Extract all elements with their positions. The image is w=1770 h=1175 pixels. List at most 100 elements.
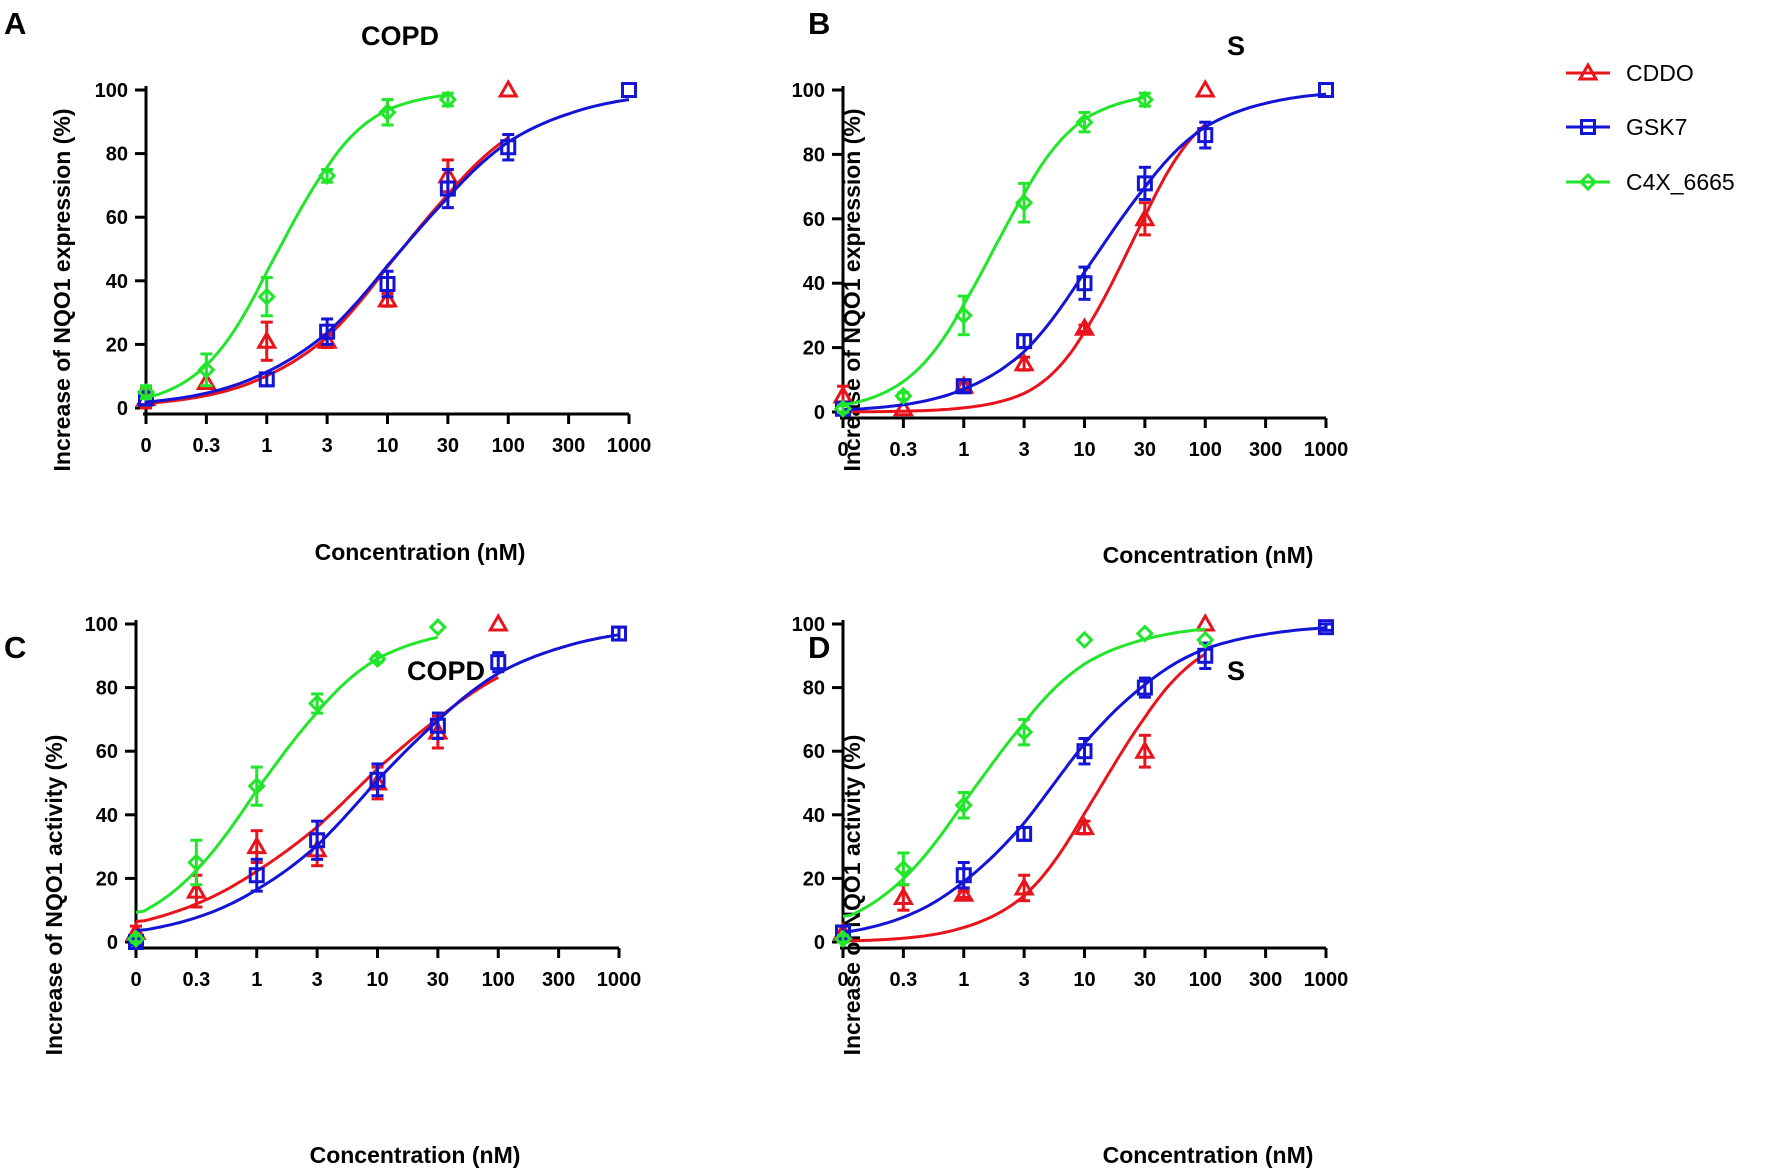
x-axis-label: Concentration (nM) xyxy=(1103,1142,1314,1168)
data-point xyxy=(621,82,637,98)
fit-curve xyxy=(135,635,439,914)
y-tick-label: 0 xyxy=(117,398,128,420)
data-point xyxy=(1135,90,1154,109)
legend: CDDO GSK7 C4X_6665 xyxy=(1566,60,1735,195)
y-tick-label: 0 xyxy=(814,932,825,954)
y-tick-label: 40 xyxy=(96,805,118,827)
x-tick-label: 0.3 xyxy=(889,439,917,461)
y-tick-label: 60 xyxy=(803,209,825,231)
data-point xyxy=(1134,740,1156,759)
panel-title: S xyxy=(1227,31,1245,61)
panel-c: C COPD Concentration (nM) Increase of NQ… xyxy=(4,612,642,1168)
data-point xyxy=(197,360,216,379)
data-point xyxy=(429,717,446,734)
data-point xyxy=(1075,630,1094,650)
x-tick-label: 100 xyxy=(482,969,515,991)
x-tick-label: 300 xyxy=(1249,969,1282,991)
data-point xyxy=(1015,193,1034,212)
data-point xyxy=(126,929,146,948)
y-tick-label: 80 xyxy=(106,144,128,166)
y-tick-label: 20 xyxy=(96,868,118,890)
data-point xyxy=(376,288,399,308)
panel-title: S xyxy=(1227,656,1245,686)
legend-marker xyxy=(1580,119,1596,135)
y-axis-label: Increase of NQO1 expression (%) xyxy=(49,108,75,471)
x-axis-label: Concentration (nM) xyxy=(1103,542,1314,568)
data-point xyxy=(894,386,913,406)
y-tick-label: 80 xyxy=(803,144,825,166)
fit-curve xyxy=(145,98,630,404)
series-cddo xyxy=(832,612,1216,943)
x-tick-label: 10 xyxy=(376,435,398,457)
legend-item-c4x-6665: C4X_6665 xyxy=(1566,169,1735,195)
x-tick-label: 0.3 xyxy=(192,435,220,457)
legend-marker xyxy=(1578,172,1598,192)
data-point xyxy=(185,880,207,899)
data-point xyxy=(368,649,387,669)
data-point xyxy=(954,306,973,325)
fit-curve xyxy=(842,626,1327,934)
data-point xyxy=(1135,624,1154,643)
fit-curve xyxy=(843,123,1207,414)
x-tick-label: 1000 xyxy=(607,435,652,457)
data-point xyxy=(1196,630,1215,650)
data-point xyxy=(1076,743,1093,760)
data-point xyxy=(833,399,853,418)
data-point xyxy=(258,371,275,388)
x-tick-label: 0 xyxy=(837,439,848,461)
data-point xyxy=(954,796,973,815)
data-point xyxy=(1013,352,1035,372)
y-tick-label: 60 xyxy=(96,741,118,763)
x-axis-label: Concentration (nM) xyxy=(310,1142,521,1168)
panel-letter: C xyxy=(4,630,26,665)
data-point xyxy=(257,287,276,306)
panel-title: COPD xyxy=(407,656,485,686)
data-point xyxy=(955,378,972,395)
legend-label: C4X_6665 xyxy=(1626,169,1735,195)
data-point xyxy=(1318,82,1334,98)
data-point xyxy=(892,886,914,905)
x-tick-label: 100 xyxy=(1189,969,1222,991)
x-tick-label: 100 xyxy=(492,435,525,457)
y-tick-label: 60 xyxy=(106,207,128,229)
x-tick-label: 1000 xyxy=(1304,969,1349,991)
x-axis-label: Concentration (nM) xyxy=(315,539,526,565)
y-tick-label: 0 xyxy=(814,402,825,424)
y-tick-label: 0 xyxy=(107,932,118,954)
series-cddo xyxy=(832,78,1216,417)
data-point xyxy=(1016,333,1033,350)
axes: 0 0.3 1 3 10 30 100 300 1000 0 20 40 60 80 100 xyxy=(85,614,642,991)
data-point xyxy=(892,397,914,417)
series-gsk7 xyxy=(835,619,1334,941)
x-tick-label: 30 xyxy=(1134,439,1156,461)
y-tick-label: 100 xyxy=(792,614,825,636)
y-tick-label: 40 xyxy=(106,271,128,293)
x-tick-label: 3 xyxy=(1019,439,1030,461)
y-tick-label: 100 xyxy=(792,80,825,102)
data-point xyxy=(309,832,326,849)
data-point xyxy=(319,323,336,340)
y-tick-label: 80 xyxy=(96,678,118,700)
x-tick-label: 1 xyxy=(251,969,262,991)
data-point xyxy=(438,90,457,109)
data-point xyxy=(500,139,517,156)
x-tick-label: 300 xyxy=(552,435,585,457)
data-point xyxy=(439,180,456,197)
x-tick-label: 0 xyxy=(837,969,848,991)
fit-curve xyxy=(842,92,1327,411)
y-tick-label: 40 xyxy=(803,805,825,827)
data-point xyxy=(308,694,327,713)
data-point xyxy=(955,867,972,884)
fit-curve xyxy=(842,627,1206,918)
x-tick-label: 10 xyxy=(1073,969,1095,991)
legend-label: CDDO xyxy=(1626,60,1694,86)
series-c4x-6665 xyxy=(833,624,1215,948)
data-point xyxy=(187,853,206,872)
x-tick-label: 0 xyxy=(140,435,151,457)
data-point xyxy=(378,103,397,122)
data-point xyxy=(248,867,265,884)
legend-item-cddo: CDDO xyxy=(1566,60,1694,86)
axes: 0 0.3 1 3 10 30 100 300 1000 0 20 40 60 80 100 xyxy=(792,80,1349,461)
data-point xyxy=(953,883,975,902)
